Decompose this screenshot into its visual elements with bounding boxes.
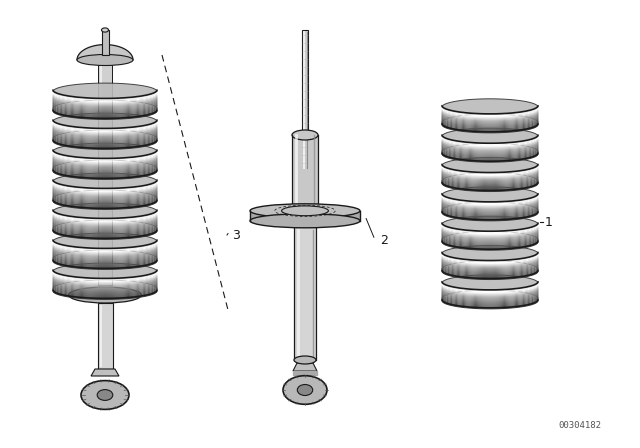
- Polygon shape: [97, 303, 113, 369]
- Text: 3: 3: [232, 228, 240, 241]
- Polygon shape: [53, 83, 157, 108]
- Polygon shape: [442, 157, 538, 181]
- Polygon shape: [293, 363, 317, 371]
- Text: 1: 1: [545, 215, 553, 228]
- Polygon shape: [294, 227, 316, 360]
- Ellipse shape: [292, 210, 318, 220]
- Polygon shape: [442, 128, 538, 152]
- Text: 00304182: 00304182: [558, 421, 601, 430]
- Polygon shape: [77, 45, 133, 60]
- Ellipse shape: [282, 206, 328, 215]
- Polygon shape: [442, 187, 538, 210]
- Polygon shape: [53, 263, 157, 289]
- Polygon shape: [442, 246, 538, 269]
- Polygon shape: [53, 113, 157, 138]
- Polygon shape: [292, 135, 318, 215]
- Ellipse shape: [102, 28, 109, 32]
- Polygon shape: [442, 99, 538, 122]
- Ellipse shape: [97, 390, 113, 401]
- Ellipse shape: [68, 287, 141, 303]
- Polygon shape: [53, 233, 157, 258]
- Polygon shape: [53, 173, 157, 198]
- Ellipse shape: [292, 130, 318, 140]
- Text: 2: 2: [380, 233, 388, 246]
- Ellipse shape: [283, 376, 327, 404]
- Polygon shape: [53, 143, 157, 168]
- Polygon shape: [442, 216, 538, 240]
- Ellipse shape: [250, 204, 360, 218]
- Polygon shape: [302, 30, 308, 170]
- Ellipse shape: [81, 381, 129, 409]
- Polygon shape: [98, 60, 112, 285]
- Polygon shape: [53, 203, 157, 228]
- Polygon shape: [102, 30, 109, 55]
- Polygon shape: [250, 211, 360, 221]
- Ellipse shape: [77, 55, 133, 65]
- Polygon shape: [91, 369, 119, 376]
- Ellipse shape: [298, 384, 313, 396]
- Ellipse shape: [250, 214, 360, 228]
- Ellipse shape: [294, 356, 316, 364]
- Polygon shape: [442, 275, 538, 298]
